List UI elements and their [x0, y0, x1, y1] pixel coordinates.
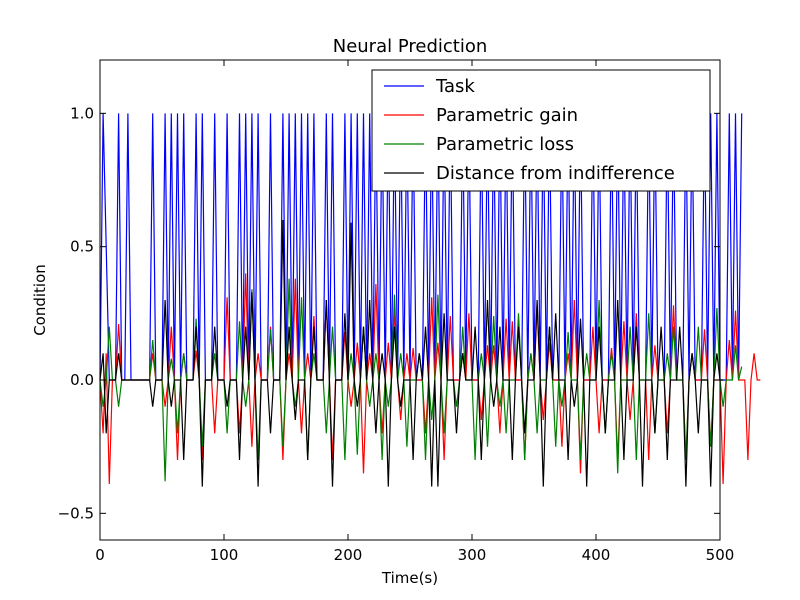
x-axis-label: Time(s)	[381, 569, 438, 587]
series-line-distance-from-indifference	[99, 219, 724, 487]
series-layer	[99, 113, 761, 487]
legend-label: Parametric gain	[436, 105, 578, 126]
y-tick-label: 0.5	[70, 238, 94, 256]
legend-box	[371, 69, 711, 192]
x-tick-label: 100	[210, 546, 239, 564]
x-tick-label: 500	[706, 546, 735, 564]
y-tick-label: 1.0	[70, 104, 94, 122]
x-tick-label: 400	[582, 546, 611, 564]
y-tick-label: 0.0	[70, 371, 94, 389]
tick-layer: 0 100 200 300 400 500 −0.5 0.0 0.5 1.0	[58, 60, 735, 564]
x-tick-label: 0	[95, 546, 105, 564]
y-axis-label: Condition	[31, 264, 49, 336]
legend-label: Parametric loss	[436, 134, 574, 155]
y-tick-label: −0.5	[58, 504, 94, 522]
legend-label: Task	[435, 76, 475, 97]
x-tick-label: 300	[458, 546, 487, 564]
legend-label: Distance from indifference	[436, 163, 675, 184]
legend: Task Parametric gain Parametric loss Distan…	[371, 69, 711, 192]
plot-frame	[99, 59, 721, 541]
x-tick-label: 200	[334, 546, 363, 564]
chart-title: Neural Prediction	[333, 36, 488, 57]
